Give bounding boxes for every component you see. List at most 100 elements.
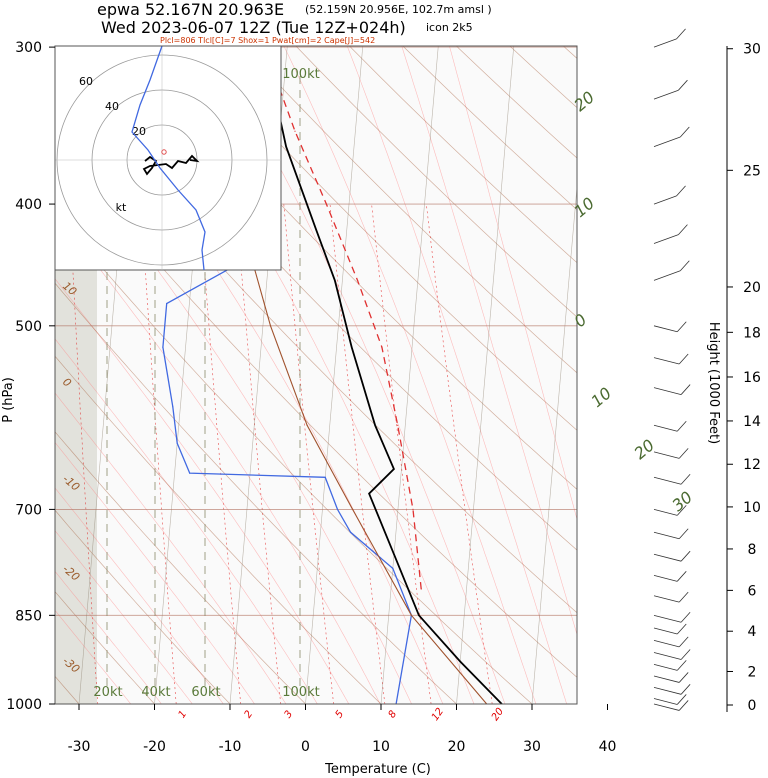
wind-barb-flag: [676, 623, 687, 635]
y-axis: 1502002503004005007008501000: [6, 40, 55, 713]
hodograph: 20 40 60 kt: [54, 45, 282, 271]
moist-adiabat-label: 10: [587, 383, 615, 411]
height-tick-label: 0: [748, 698, 757, 714]
profile-point-temperature: [315, 230, 318, 232]
hodograph-ring-label: 20: [132, 125, 146, 138]
moist-adiabat: [55, 278, 350, 704]
wind-barb-flag: [676, 321, 687, 333]
profile-point-reference: [410, 614, 412, 616]
wind-barb-flag: [678, 224, 688, 235]
wind-barb: [653, 234, 679, 244]
wind-barb: [653, 531, 680, 540]
wind-barb: [653, 595, 680, 603]
hodograph-unit-label: kt: [116, 201, 127, 214]
wind-barbs: [653, 28, 691, 711]
profile-point-reference: [306, 424, 308, 426]
profile-point-dewpoint: [166, 302, 168, 305]
wind-barb-flag: [676, 694, 687, 705]
y-tick-label: 700: [15, 502, 42, 518]
height-tick-label: 20: [743, 280, 761, 296]
hodograph-ring-label: 60: [79, 75, 93, 88]
moist-adiabat: [55, 609, 132, 704]
wind-speed-label-bottom: 40kt: [141, 685, 170, 700]
wind-barb: [653, 627, 678, 635]
dry-adiabat: [55, 355, 382, 704]
mixing-ratio-label: 3: [283, 709, 296, 721]
profile-point-dewpoint: [172, 406, 174, 408]
wind-barb: [653, 509, 678, 516]
wind-barb-flag: [680, 611, 691, 623]
profile-point-temperature: [393, 553, 395, 555]
height-axis-title: Height (1000 Feet): [706, 322, 721, 444]
hodograph-storm-motion: [161, 149, 167, 155]
wind-barb: [653, 703, 680, 711]
profile-point-temperature: [351, 346, 353, 348]
wind-barb: [653, 640, 680, 648]
isotherm: [681, 0, 768, 731]
moist-adiabat: [55, 441, 255, 704]
profile-point-temperature: [374, 424, 376, 426]
x-tick-label: 30: [523, 739, 541, 755]
wind-barb-flag: [678, 528, 689, 539]
profile-temperature: [263, 46, 503, 704]
wind-barb: [653, 698, 678, 705]
height-tick-label: 2: [748, 664, 757, 680]
profile-point-dewpoint: [189, 472, 191, 474]
profile-point-temperature: [418, 614, 420, 616]
moist-adiabat-label: 30: [668, 487, 696, 515]
wind-barb: [653, 136, 681, 147]
wind-barb-flag: [676, 660, 687, 671]
isotherm: [456, 46, 515, 704]
height-tick-label: 25: [743, 163, 761, 179]
height-axis: 0246810121416182025303540: [726, 42, 761, 714]
wind-barb: [653, 553, 682, 562]
x-tick-label: -30: [68, 739, 91, 755]
wind-barb-flag: [680, 550, 691, 562]
profile-point-parcel: [294, 130, 296, 132]
wind-barb-flag: [680, 473, 691, 485]
wind-speed-label-bottom: 20kt: [93, 685, 122, 700]
profile-point-dewpoint: [350, 531, 352, 533]
mixing-ratio-label: 1: [177, 709, 190, 721]
model-name: icon 2k5: [426, 21, 473, 34]
dry-adiabat: [81, 46, 577, 551]
moist-adiabat: [55, 392, 287, 704]
height-tick-label: 18: [743, 325, 761, 341]
wind-barb: [653, 476, 682, 485]
moist-adiabat-label: 20: [630, 435, 658, 463]
moist-adiabat: [55, 570, 162, 704]
title-line1: epwa 52.167N 20.963E: [97, 0, 284, 19]
profile-point-parcel: [420, 588, 422, 590]
wind-barb: [653, 675, 680, 683]
wind-barb-flag: [678, 672, 689, 683]
hodograph-dewpoint-trace: [131, 45, 206, 271]
wind-barb-flag: [680, 684, 691, 695]
wind-barb-flag: [676, 185, 686, 197]
profile-point-dewpoint: [336, 508, 339, 510]
moist-adiabat: [55, 530, 193, 704]
dry-adiabat: [55, 282, 458, 704]
title-line2: Wed 2023-06-07 12Z (Tue 12Z+024h): [101, 18, 406, 37]
profile-point-temperature: [393, 468, 395, 470]
x-tick-label: 0: [301, 739, 310, 755]
profile-point-reference: [269, 325, 272, 327]
wind-barb: [653, 664, 678, 671]
wind-barb-flag: [680, 384, 691, 395]
mixing-ratio-label: 12: [430, 706, 446, 723]
height-tick-label: 16: [743, 370, 761, 386]
moist-adiabat: [55, 487, 224, 704]
height-tick-label: 4: [748, 624, 757, 640]
y-tick-label: 500: [15, 319, 42, 335]
y-axis-title: P (hPa): [1, 377, 16, 423]
wind-barb-flag: [678, 591, 689, 603]
isotherm: [531, 183, 577, 704]
wind-barb-flag: [678, 353, 689, 365]
hodograph-frame: [54, 45, 282, 271]
x-tick-label: -10: [219, 739, 242, 755]
dry-adiabat: [55, 591, 155, 704]
y-tick-label: 400: [15, 197, 42, 213]
profile-point-temperature: [285, 146, 287, 148]
wind-speed-label-bottom: 100kt: [282, 685, 319, 700]
profile-point-temperature: [334, 279, 336, 281]
